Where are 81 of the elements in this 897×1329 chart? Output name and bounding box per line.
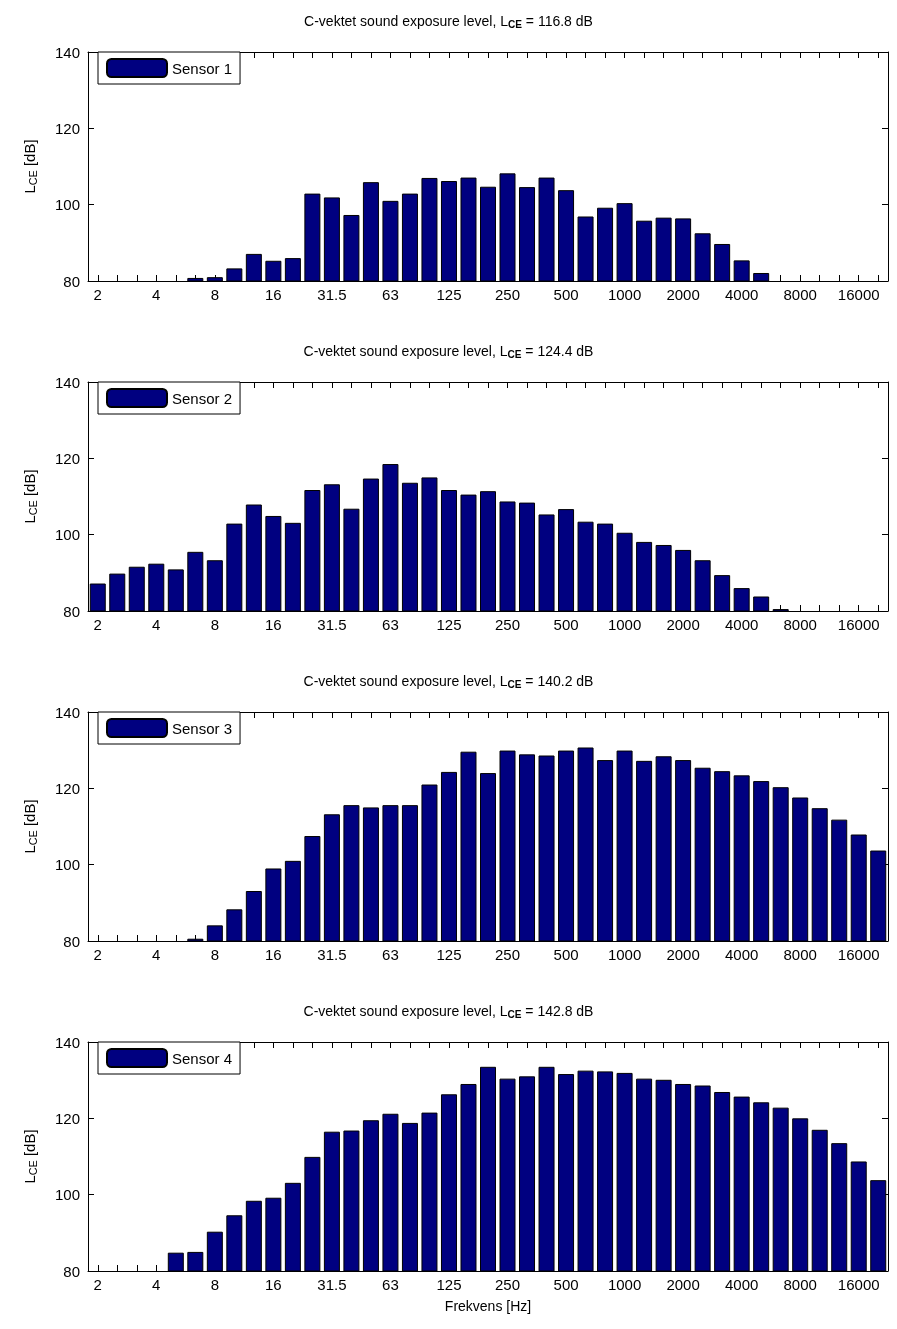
y-tick-label: 120 bbox=[54, 119, 80, 137]
x-tick-label: 16 bbox=[265, 1276, 282, 1293]
x-tick-label: 250 bbox=[495, 946, 521, 963]
y-tick-label: 140 bbox=[54, 373, 80, 391]
y-tick-label: 80 bbox=[63, 272, 80, 290]
x-tick-label: 8000 bbox=[783, 946, 817, 963]
x-tick-label: 63 bbox=[382, 286, 399, 303]
x-tick-label: 8000 bbox=[783, 1276, 817, 1293]
x-tick-label: 8 bbox=[210, 946, 219, 963]
x-tick-label: 16000 bbox=[837, 286, 880, 303]
x-tick-label: 16000 bbox=[837, 616, 880, 633]
x-tick-label: 4000 bbox=[724, 1276, 759, 1293]
x-tick-label: 2000 bbox=[666, 286, 700, 303]
x-tick-label: 2 bbox=[93, 616, 102, 633]
x-tick-label: 250 bbox=[495, 1276, 521, 1293]
legend-label: Sensor 4 bbox=[172, 1049, 233, 1067]
x-tick-label: 8 bbox=[210, 1276, 219, 1293]
x-tick-label: 16000 bbox=[837, 1276, 880, 1293]
x-tick-label: 16000 bbox=[837, 946, 880, 963]
x-axis-title: Frekvens [Hz] bbox=[444, 1298, 532, 1314]
y-tick-label: 120 bbox=[54, 449, 80, 467]
x-tick-label: 31.5 bbox=[317, 1276, 347, 1293]
x-tick-label: 2000 bbox=[666, 1276, 700, 1293]
legend-label: Sensor 3 bbox=[172, 719, 233, 737]
x-tick-label: 125 bbox=[436, 1276, 462, 1293]
x-tick-label: 1000 bbox=[607, 946, 642, 963]
x-tick-label: 16 bbox=[265, 946, 282, 963]
x-tick-label: 250 bbox=[495, 616, 521, 633]
x-tick-label: 125 bbox=[436, 616, 462, 633]
x-tick-label: 16 bbox=[265, 286, 282, 303]
y-tick-label: 80 bbox=[63, 1262, 80, 1280]
x-tick-label: 8000 bbox=[783, 616, 817, 633]
y-axis-title: LCE [dB] bbox=[20, 469, 39, 524]
x-tick-label: 4000 bbox=[724, 286, 759, 303]
y-tick-label: 120 bbox=[54, 1109, 80, 1127]
y-axis-title: LCE [dB] bbox=[20, 799, 39, 854]
x-tick-label: 2 bbox=[93, 1276, 102, 1293]
y-tick-label: 120 bbox=[54, 779, 80, 797]
x-tick-label: 1000 bbox=[607, 286, 642, 303]
x-tick-label: 125 bbox=[436, 286, 462, 303]
x-tick-label: 63 bbox=[382, 946, 399, 963]
x-tick-label: 2000 bbox=[666, 946, 700, 963]
x-tick-label: 63 bbox=[382, 616, 399, 633]
x-tick-label: 31.5 bbox=[317, 946, 347, 963]
x-tick-label: 8 bbox=[210, 616, 219, 633]
x-tick-label: 500 bbox=[553, 616, 579, 633]
y-tick-label: 140 bbox=[54, 703, 80, 721]
x-tick-label: 31.5 bbox=[317, 286, 347, 303]
x-tick-label: 4 bbox=[152, 1276, 161, 1293]
x-tick-label: 4000 bbox=[724, 946, 759, 963]
x-tick-label: 500 bbox=[553, 1276, 579, 1293]
x-tick-label: 500 bbox=[553, 946, 579, 963]
y-tick-label: 100 bbox=[54, 856, 80, 874]
y-tick-label: 100 bbox=[54, 196, 80, 214]
x-tick-label: 4 bbox=[152, 946, 161, 963]
x-tick-label: 125 bbox=[436, 946, 462, 963]
y-tick-label: 100 bbox=[54, 526, 80, 544]
x-tick-label: 16 bbox=[265, 616, 282, 633]
y-axis-title: LCE [dB] bbox=[20, 1129, 39, 1184]
y-axis-title: LCE [dB] bbox=[20, 139, 39, 194]
x-tick-label: 2 bbox=[93, 286, 102, 303]
y-tick-label: 140 bbox=[54, 43, 80, 61]
x-tick-label: 4000 bbox=[724, 616, 759, 633]
x-tick-label: 8000 bbox=[783, 286, 817, 303]
x-tick-label: 2000 bbox=[666, 616, 700, 633]
x-tick-label: 63 bbox=[382, 1276, 399, 1293]
x-tick-label: 2 bbox=[93, 946, 102, 963]
y-tick-label: 140 bbox=[54, 1033, 80, 1051]
x-tick-label: 1000 bbox=[607, 616, 642, 633]
x-tick-label: 8 bbox=[210, 286, 219, 303]
x-tick-label: 250 bbox=[495, 286, 521, 303]
x-tick-label: 31.5 bbox=[317, 616, 347, 633]
x-tick-label: 1000 bbox=[607, 1276, 642, 1293]
x-tick-label: 4 bbox=[152, 616, 161, 633]
x-tick-label: 500 bbox=[553, 286, 579, 303]
y-tick-label: 100 bbox=[54, 1186, 80, 1204]
y-tick-label: 80 bbox=[63, 602, 80, 620]
y-tick-label: 80 bbox=[63, 932, 80, 950]
legend-label: Sensor 1 bbox=[172, 59, 233, 77]
x-tick-label: 4 bbox=[152, 286, 161, 303]
legend-label: Sensor 2 bbox=[172, 389, 233, 407]
